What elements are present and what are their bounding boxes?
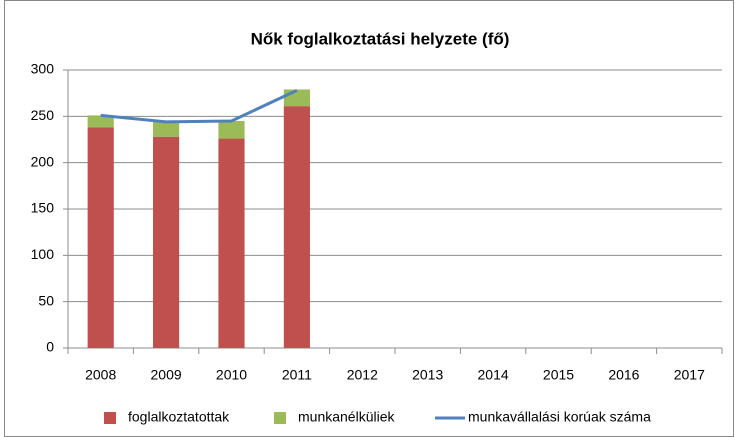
legend-label: foglalkoztatottak: [128, 409, 230, 425]
y-tick-label: 250: [31, 107, 55, 123]
legend-swatch: [274, 412, 286, 424]
x-tick-label: 2013: [412, 367, 443, 383]
x-tick-label: 2008: [85, 367, 116, 383]
x-tick-label: 2014: [478, 367, 509, 383]
chart-title: Nők foglalkoztatási helyzete (fő): [251, 29, 510, 48]
legend-swatch: [104, 412, 116, 424]
y-tick-label: 150: [31, 200, 55, 216]
x-tick-label: 2017: [674, 367, 705, 383]
x-tick-label: 2016: [608, 367, 639, 383]
y-tick-label: 100: [31, 246, 55, 262]
bar: [153, 121, 180, 137]
x-tick-label: 2011: [282, 367, 312, 383]
y-tick-label: 300: [31, 61, 55, 77]
y-tick-label: 200: [31, 153, 55, 169]
x-tick-label: 2015: [543, 367, 574, 383]
legend-label: munkavállalási korúak száma: [468, 409, 651, 425]
bar: [218, 120, 245, 139]
chart-border: [4, 0, 734, 437]
y-tick-label: 0: [46, 339, 54, 355]
bar: [87, 127, 114, 348]
bar: [87, 115, 114, 128]
legend-label: munkanélküliek: [298, 409, 395, 425]
bar: [153, 136, 180, 348]
x-tick-label: 2009: [151, 367, 182, 383]
line: [100, 89, 298, 124]
bar: [283, 106, 310, 348]
y-tick-label: 50: [38, 292, 54, 308]
x-tick-label: 2012: [347, 367, 378, 383]
x-tick-label: 2010: [216, 367, 247, 383]
bar: [218, 138, 245, 348]
